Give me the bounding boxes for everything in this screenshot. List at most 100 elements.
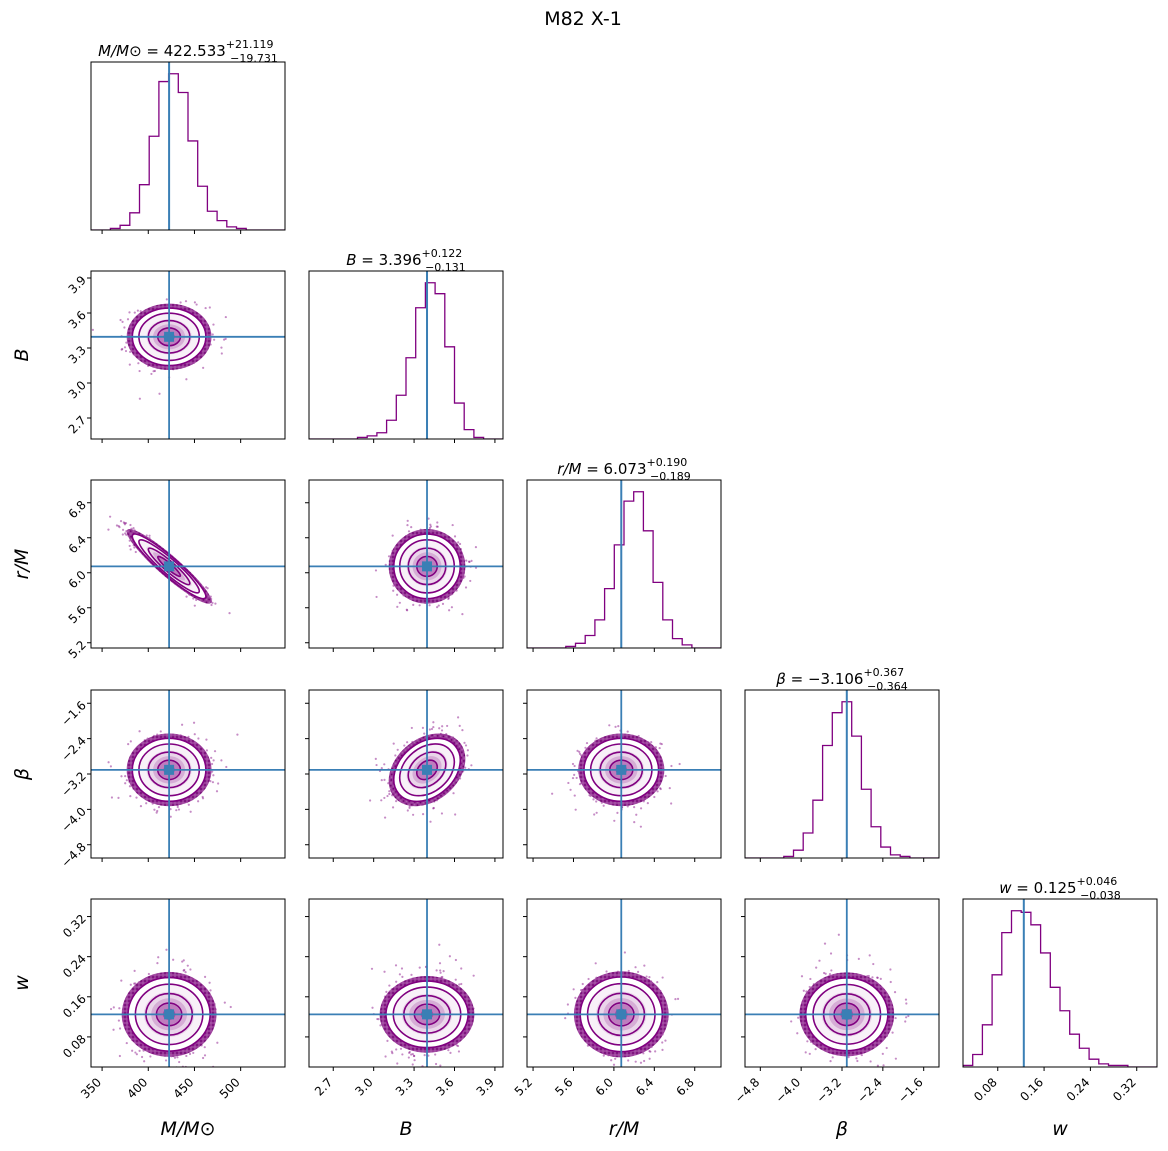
sample-point bbox=[464, 744, 468, 747]
x-tick-label-w: 0.32 bbox=[1110, 1075, 1139, 1104]
sample-point bbox=[405, 608, 408, 611]
sample-point bbox=[117, 524, 120, 528]
sample-point bbox=[401, 1053, 404, 1056]
x-tick-label-beta: −1.6 bbox=[895, 1075, 926, 1106]
sample-point bbox=[572, 988, 575, 991]
sample-point bbox=[600, 1072, 602, 1074]
sample-point bbox=[211, 601, 214, 604]
sample-point bbox=[165, 948, 168, 951]
sample-point bbox=[375, 595, 378, 599]
axes-frame-3-3 bbox=[744, 689, 940, 862]
truth-marker bbox=[422, 764, 433, 775]
sample-point bbox=[829, 1060, 832, 1063]
sample-point bbox=[395, 980, 398, 983]
y-axis-label-w: w bbox=[11, 975, 33, 991]
sample-point bbox=[210, 603, 213, 607]
sample-point bbox=[453, 535, 457, 538]
sample-point bbox=[646, 802, 649, 805]
sample-point bbox=[222, 338, 226, 341]
sample-point bbox=[176, 805, 179, 809]
sample-point bbox=[809, 977, 812, 981]
truth-marker bbox=[841, 1009, 852, 1020]
sample-point bbox=[661, 1048, 664, 1051]
sample-point bbox=[648, 976, 651, 979]
sample-point bbox=[847, 1056, 850, 1059]
sample-point bbox=[567, 781, 570, 785]
sample-point bbox=[379, 1024, 382, 1027]
axes-border bbox=[90, 270, 286, 440]
sample-point bbox=[457, 716, 460, 719]
sample-point bbox=[117, 796, 120, 799]
sample-point bbox=[435, 969, 438, 972]
sample-point bbox=[896, 1073, 898, 1075]
sample-point bbox=[383, 796, 386, 800]
x-tick-label-B: 3.6 bbox=[433, 1075, 456, 1098]
sample-point bbox=[421, 726, 425, 729]
sample-point bbox=[904, 1020, 907, 1023]
sample-point bbox=[120, 348, 123, 351]
sample-point bbox=[137, 362, 140, 365]
sample-point bbox=[575, 776, 578, 780]
x-tick-label-r: 6.4 bbox=[633, 1075, 656, 1098]
sample-point bbox=[614, 1057, 617, 1060]
sample-point bbox=[380, 799, 383, 802]
sample-point bbox=[176, 1056, 179, 1059]
y-axis-label-B: B bbox=[11, 348, 33, 361]
histogram-B bbox=[309, 271, 503, 439]
sample-point bbox=[451, 523, 454, 527]
sample-point bbox=[571, 762, 575, 766]
sample-point bbox=[406, 524, 409, 527]
sample-point bbox=[187, 803, 190, 806]
sample-point bbox=[189, 968, 192, 971]
sample-point bbox=[648, 1050, 651, 1053]
y-tick-label-r: 6.0 bbox=[66, 568, 89, 591]
sample-point bbox=[214, 602, 217, 605]
y-tick-label-B: 3.6 bbox=[66, 308, 89, 331]
sample-point bbox=[138, 369, 141, 373]
sample-point bbox=[674, 998, 677, 1001]
sample-point bbox=[159, 730, 162, 733]
sample-point bbox=[380, 779, 383, 782]
sample-point bbox=[138, 730, 141, 733]
sample-point bbox=[115, 524, 119, 527]
sample-point bbox=[396, 593, 399, 596]
sample-point bbox=[438, 727, 441, 730]
sample-point bbox=[123, 522, 126, 525]
sample-point bbox=[439, 971, 442, 974]
sample-point bbox=[91, 328, 94, 331]
sample-point bbox=[157, 956, 160, 959]
sample-point bbox=[406, 741, 409, 744]
sample-point bbox=[212, 323, 215, 326]
sample-point bbox=[830, 969, 833, 972]
sample-point bbox=[466, 749, 469, 752]
sample-point bbox=[790, 1020, 793, 1023]
sample-point bbox=[152, 370, 155, 373]
x-axis-label-B: B bbox=[399, 1118, 412, 1140]
sample-point bbox=[186, 964, 189, 967]
sample-point bbox=[135, 1053, 138, 1056]
sample-point bbox=[121, 320, 124, 323]
sample-point bbox=[121, 347, 124, 351]
sample-point bbox=[394, 754, 397, 757]
sample-point bbox=[192, 1051, 195, 1055]
sample-point bbox=[165, 298, 168, 301]
sample-point bbox=[464, 586, 468, 589]
sample-point bbox=[879, 977, 882, 980]
sample-point bbox=[152, 1072, 154, 1074]
sample-point bbox=[418, 604, 421, 607]
sample-point bbox=[158, 392, 161, 395]
axes-frame-2-2 bbox=[526, 479, 722, 652]
sample-point bbox=[461, 613, 464, 616]
posterior-title-r: r/M = 6.073+0.190 −0.189 bbox=[557, 456, 690, 483]
sample-point bbox=[181, 960, 184, 963]
sample-point bbox=[463, 741, 466, 744]
axes-frame-3-1 bbox=[305, 689, 504, 862]
sample-point bbox=[383, 778, 386, 782]
sample-point bbox=[876, 976, 879, 979]
sample-point bbox=[147, 972, 150, 976]
y-tick-label-beta: −4.8 bbox=[58, 840, 89, 871]
sample-point bbox=[844, 1074, 846, 1076]
sample-point bbox=[423, 1054, 426, 1057]
sample-point bbox=[893, 991, 897, 994]
sample-point bbox=[197, 737, 200, 740]
